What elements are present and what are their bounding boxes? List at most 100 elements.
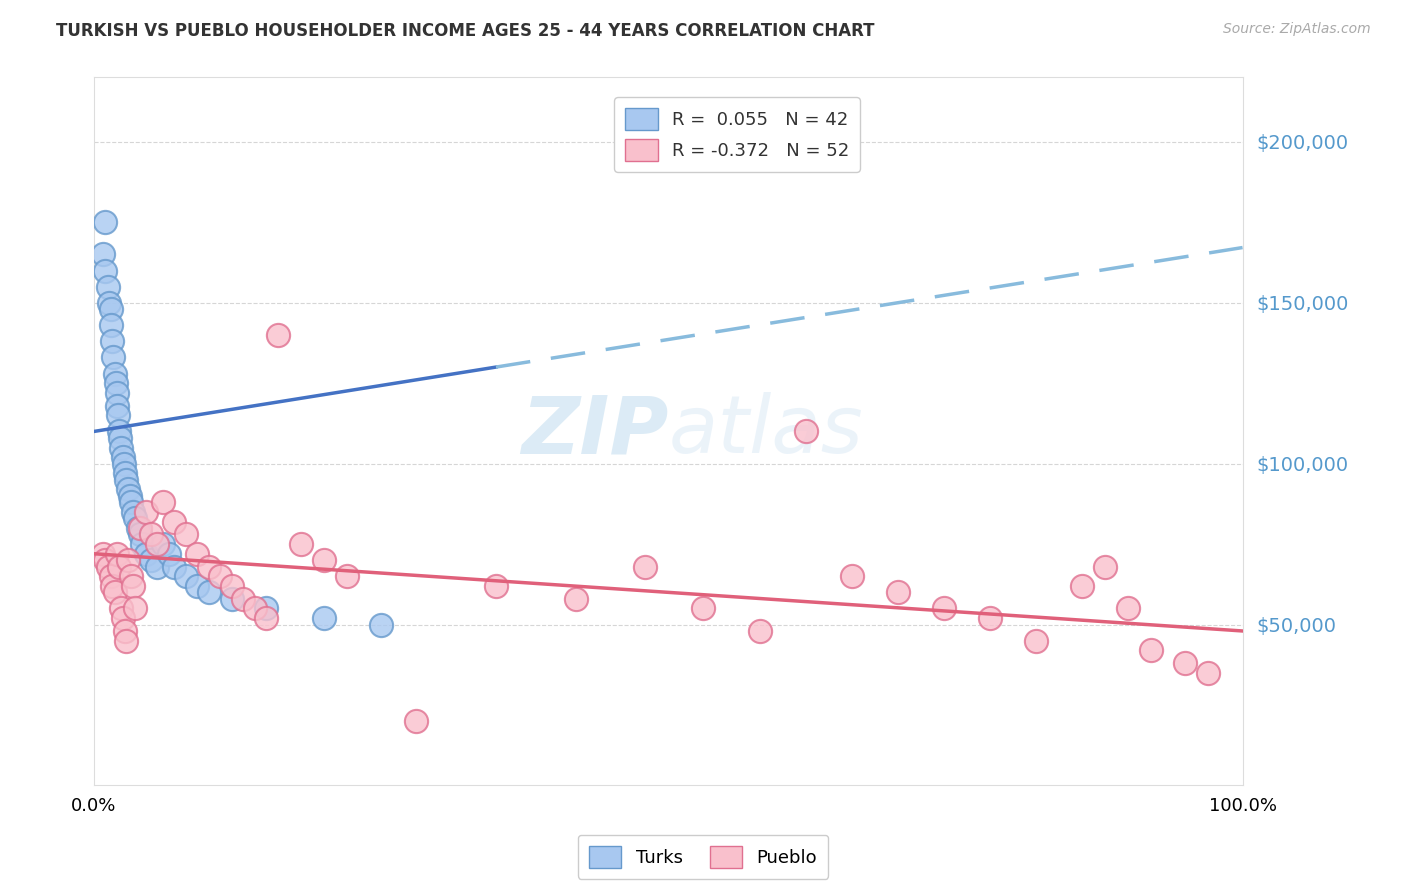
Point [104,376,127,391]
Point [108,559,131,574]
Point [105,399,128,413]
Point [115,473,138,487]
Point [163,559,186,574]
Legend: R =  0.055   N = 42, R = -0.372   N = 52: R = 0.055 N = 42, R = -0.372 N = 52 [614,97,860,172]
Point [932,601,955,615]
Point [114,624,136,638]
Point [1197,665,1219,680]
Point [128,527,150,541]
Point [1116,601,1139,615]
Point [112,457,135,471]
Point [91,247,114,261]
Point [312,553,335,567]
Point [1070,579,1092,593]
Point [120,495,142,509]
Point [146,537,169,551]
Point [794,425,817,439]
Point [108,425,131,439]
Point [1025,633,1047,648]
Point [841,569,863,583]
Point [152,495,174,509]
Point [370,617,392,632]
Text: TURKISH VS PUEBLO HOUSEHOLDER INCOME AGES 25 - 44 YEARS CORRELATION CHART: TURKISH VS PUEBLO HOUSEHOLDER INCOME AGE… [56,22,875,40]
Point [111,450,134,465]
Point [103,351,125,365]
Point [209,569,232,583]
Point [120,569,142,583]
Point [117,553,139,567]
Point [887,585,910,599]
Point [107,409,129,423]
Point [97,279,120,293]
Point [141,527,163,541]
Point [135,505,157,519]
Point [104,585,127,599]
Point [312,611,335,625]
Point [127,521,149,535]
Point [1094,559,1116,574]
Point [174,527,197,541]
Point [105,547,128,561]
Point [1174,656,1197,670]
Point [232,591,254,606]
Point [94,215,117,229]
Point [692,601,714,615]
Point [146,559,169,574]
Point [110,441,132,455]
Point [186,547,208,561]
Point [115,633,138,648]
Point [97,295,120,310]
Point [141,553,163,567]
Point [405,714,427,728]
Point [254,611,277,625]
Point [749,624,772,638]
Point [157,547,180,561]
Point [485,579,508,593]
Point [122,579,145,593]
Point [101,334,124,349]
Point [254,601,277,615]
Point [94,263,117,277]
Point [104,367,127,381]
Point [565,591,588,606]
Point [221,579,243,593]
Point [243,601,266,615]
Point [118,489,141,503]
Point [110,431,132,445]
Point [111,611,134,625]
Point [135,547,157,561]
Point [197,585,219,599]
Point [1139,643,1161,657]
Point [100,569,122,583]
Point [124,511,146,525]
Point [100,302,122,317]
Point [634,559,657,574]
Point [336,569,359,583]
Point [186,579,208,593]
Point [124,601,146,615]
Text: Source: ZipAtlas.com: Source: ZipAtlas.com [1223,22,1371,37]
Point [174,569,197,583]
Point [117,483,139,497]
Legend: Turks, Pueblo: Turks, Pueblo [578,835,828,879]
Point [290,537,312,551]
Point [979,611,1001,625]
Point [221,591,243,606]
Point [91,547,114,561]
Point [114,467,136,481]
Point [197,559,219,574]
Point [163,515,186,529]
Point [128,521,150,535]
Point [97,559,120,574]
Point [105,385,128,400]
Point [94,553,117,567]
Point [122,505,145,519]
Text: atlas: atlas [668,392,863,470]
Point [152,537,174,551]
Point [101,579,124,593]
Point [100,318,122,333]
Text: ZIP: ZIP [520,392,668,470]
Point [131,537,153,551]
Point [267,327,290,342]
Point [110,601,132,615]
